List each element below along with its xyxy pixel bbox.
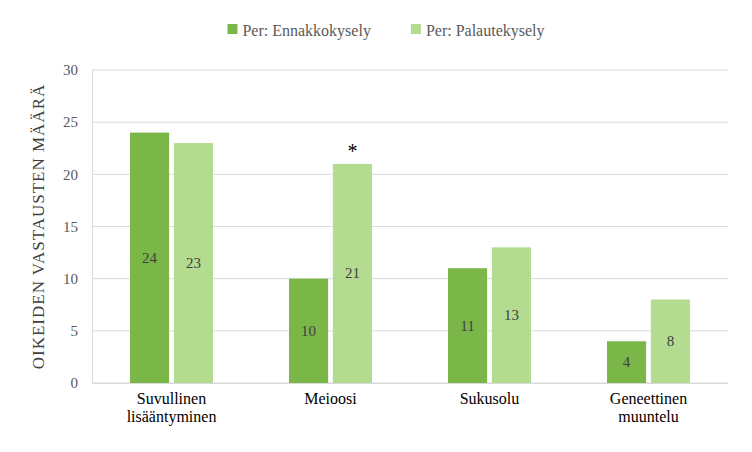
data-labels: 24 10 11 4 23 21 13 8 [142,250,674,370]
data-label: 8 [667,333,675,349]
annotation: * [347,140,357,162]
x-tick-label-line: lisääntyminen [127,408,217,426]
grid [92,70,728,383]
data-label: 23 [186,255,201,271]
bars [130,133,690,383]
x-tick-label-line: Geneettinen [610,390,687,407]
bar [651,300,690,383]
data-label: 4 [623,354,631,370]
legend: Per: Ennakkokysely Per: Palautekysely [227,22,544,40]
data-label: 24 [142,250,158,266]
bar [607,341,646,383]
bar [492,247,531,383]
legend-swatch [227,24,237,34]
bar [130,133,169,383]
x-tick-label-line: Meioosi [304,390,357,407]
x-tick: Sukusolu [460,383,520,407]
y-axis-title: OIKEIDEN VASTAUSTEN MÄÄRÄ [29,84,48,370]
x-tick-label: Sukusolu [460,390,520,407]
y-tick: 10 [63,271,92,287]
bar [174,143,213,383]
chart: 0 5 10 15 20 25 30 Suvullinenlisääntyminen Meioo… [0,0,752,452]
y-tick-label: 5 [71,323,79,339]
x-tick: Suvullinenlisääntyminen [127,383,217,426]
data-label: 21 [345,265,360,281]
y-tick-label: 30 [63,62,78,78]
y-tick: 15 [63,219,92,235]
data-label: 10 [301,323,316,339]
x-tick-label: Meioosi [304,390,357,407]
legend-swatch [411,24,421,34]
x-tick-label: Geneettinenmuuntelu [610,390,687,425]
legend-item: Per: Ennakkokysely [227,22,370,40]
x-tick-label: Suvullinenlisääntyminen [127,390,217,426]
y-tick: 5 [71,323,93,339]
bar [289,279,328,383]
bar [448,268,487,383]
y-tick: 20 [63,167,92,183]
x-tick: Meioosi [304,383,357,407]
data-label: 13 [504,307,519,323]
y-tick-label: 0 [71,375,79,391]
bar [333,164,372,383]
y-tick-label: 25 [63,114,78,130]
data-label: 11 [460,318,474,334]
x-axis: Suvullinenlisääntyminen Meioosi Sukusolu Ge… [93,383,729,426]
grid-line [92,70,728,71]
y-tick: 30 [63,62,92,78]
x-axis-line [93,383,729,384]
legend-label: Per: Ennakkokysely [242,22,370,40]
y-axis-line [92,71,93,384]
x-tick-label-line: muuntelu [618,408,678,425]
y-tick: 25 [63,114,92,130]
x-tick: Geneettinenmuuntelu [610,383,687,425]
legend-label: Per: Palautekysely [426,22,545,40]
x-tick-label-line: Sukusolu [460,390,520,407]
y-tick-label: 15 [63,219,78,235]
plot-area: 0 5 10 15 20 25 30 Suvullinenlisääntyminen Meioo… [63,62,729,426]
y-tick-label: 20 [63,167,78,183]
legend-item: Per: Palautekysely [411,22,545,40]
y-tick-label: 10 [63,271,78,287]
y-axis: 0 5 10 15 20 25 30 [63,62,93,391]
y-tick: 0 [71,375,93,391]
grid-line [92,122,728,123]
x-tick-label-line: Suvullinen [137,390,206,407]
